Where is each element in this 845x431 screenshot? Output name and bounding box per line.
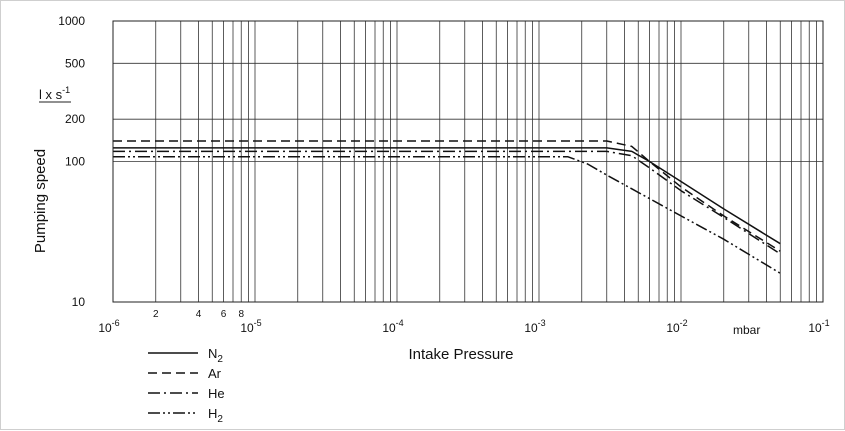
series-line-he xyxy=(113,150,781,255)
series-line-h2 xyxy=(113,156,781,274)
x-tick-label: 10-3 xyxy=(524,318,545,335)
tick-labels: 10 100 200 500 1000 10-6 10-5 10-4 10-3 10-2 10-1 2… xyxy=(58,14,829,335)
series-lines xyxy=(113,140,781,274)
legend-label-n2: N2 xyxy=(208,346,223,365)
series-line-n2 xyxy=(113,147,781,245)
x-tick-label: 10-1 xyxy=(808,318,829,335)
y-axis-title: Pumping speed xyxy=(32,149,49,253)
x-tick-label: 10-6 xyxy=(98,318,119,335)
y-tick-label: 10 xyxy=(72,295,86,309)
series-line-ar xyxy=(113,140,781,252)
x-minor-tick-label: 4 xyxy=(196,309,202,320)
x-minor-tick-label: 2 xyxy=(153,309,159,320)
x-minor-tick-label: 8 xyxy=(238,309,244,320)
legend-label-h2: H2 xyxy=(208,406,223,425)
x-axis-title: Intake Pressure xyxy=(408,346,513,363)
y-axis-unit: l x s-1 xyxy=(39,85,70,102)
x-tick-label: 10-4 xyxy=(382,318,403,335)
x-tick-label: 10-5 xyxy=(240,318,261,335)
y-unit-exponent: -1 xyxy=(62,85,70,95)
y-tick-label: 200 xyxy=(65,112,85,126)
x-axis-unit: mbar xyxy=(733,323,760,337)
legend-label-he: He xyxy=(208,386,225,401)
x-minor-tick-label: 6 xyxy=(221,309,227,320)
y-unit-base: l x s xyxy=(39,87,63,102)
y-tick-label: 100 xyxy=(65,155,85,169)
x-tick-label: 10-2 xyxy=(666,318,687,335)
y-tick-label: 500 xyxy=(65,56,85,70)
grid xyxy=(112,20,823,303)
plot-border xyxy=(112,20,824,303)
legend-label-ar: Ar xyxy=(208,366,222,381)
y-tick-label: 1000 xyxy=(58,14,85,28)
